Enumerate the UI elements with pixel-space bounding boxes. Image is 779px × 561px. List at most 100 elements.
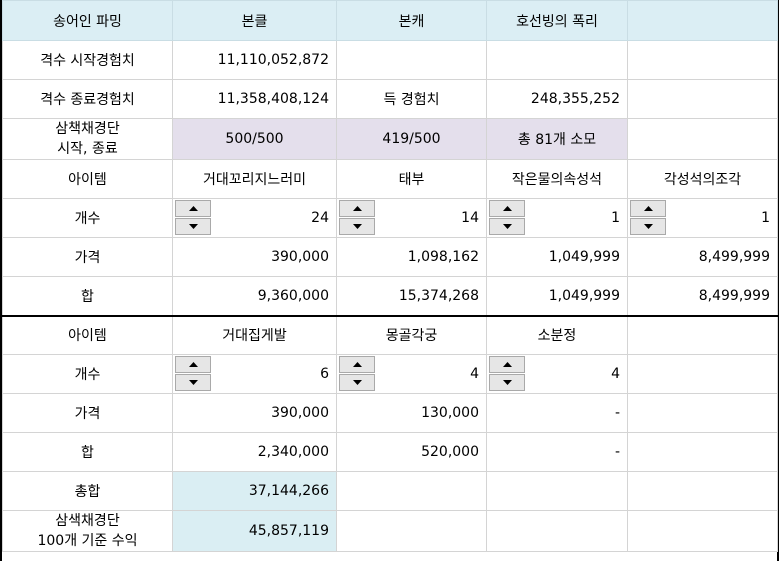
block2-item-name[interactable]: 소분정 [486,315,628,355]
count-value: 1 [611,210,620,226]
spin-down-button[interactable] [175,374,211,391]
block1-sum-row: 합 9,360,000 15,374,268 1,049,999 8,499,9… [2,276,778,317]
total-label[interactable]: 총합 [2,471,173,511]
block2-item-name[interactable]: 몽골각궁 [336,315,487,355]
count-value: 1 [761,210,770,226]
empty-cell[interactable] [336,40,487,80]
spin-up-button[interactable] [175,356,211,373]
profit-row: 삼색채경단 100개 기준 수익 45,857,119 [2,510,778,552]
spin-down-button[interactable] [489,374,525,391]
samsaek-label[interactable]: 삼책채경단 시작, 종료 [2,118,173,160]
spin-down-button[interactable] [489,218,525,235]
block2-sum-label[interactable]: 합 [2,432,173,472]
end-exp-value[interactable]: 11,358,408,124 [172,79,337,119]
spin-down-button[interactable] [175,218,211,235]
quantity-spinner [489,200,525,236]
spin-up-button[interactable] [339,200,375,217]
block1-price[interactable]: 1,049,999 [486,237,628,277]
block2-count-label[interactable]: 개수 [2,354,173,394]
spin-down-button[interactable] [339,218,375,235]
block1-sum-label[interactable]: 합 [2,276,173,317]
empty-cell[interactable] [336,471,487,511]
block1-sum[interactable]: 1,049,999 [486,276,628,317]
block1-price-row: 가격 390,000 1,098,162 1,049,999 8,499,999 [2,237,778,277]
gain-exp-label[interactable]: 득 경험치 [336,79,487,119]
block1-item-name[interactable]: 거대꼬리지느러미 [172,159,337,199]
samsaek-end[interactable]: 419/500 [336,118,487,160]
spin-up-button[interactable] [630,200,666,217]
spin-down-button[interactable] [339,374,375,391]
empty-cell[interactable] [627,354,778,394]
header-cell-profit[interactable]: 호선빙의 폭리 [486,0,628,41]
profit-label[interactable]: 삼색채경단 100개 기준 수익 [2,510,173,552]
start-exp-value[interactable]: 11,110,052,872 [172,40,337,80]
empty-cell[interactable] [486,471,628,511]
block1-item-label[interactable]: 아이템 [2,159,173,199]
block2-item-name[interactable]: 거대집게발 [172,315,337,355]
spin-up-button[interactable] [489,356,525,373]
block2-sum[interactable]: 520,000 [336,432,487,472]
block2-sum[interactable]: 2,340,000 [172,432,337,472]
block2-count-cell[interactable]: 4 [336,354,487,394]
block1-count-cell[interactable]: 14 [336,198,487,238]
block2-count-cell[interactable]: 6 [172,354,337,394]
gain-exp-value[interactable]: 248,355,252 [486,79,628,119]
block1-item-name[interactable]: 태부 [336,159,487,199]
block2-item-label[interactable]: 아이템 [2,315,173,355]
samsaek-start[interactable]: 500/500 [172,118,337,160]
block1-price[interactable]: 8,499,999 [627,237,778,277]
empty-cell[interactable] [627,79,778,119]
block1-count-cell[interactable]: 1 [486,198,628,238]
block1-count-cell[interactable]: 1 [627,198,778,238]
header-cell-title[interactable]: 송어인 파밍 [2,0,173,41]
triangle-up-icon [353,206,362,211]
header-cell-empty[interactable] [627,0,778,41]
empty-cell[interactable] [486,510,628,552]
spin-up-button[interactable] [489,200,525,217]
block1-sum[interactable]: 15,374,268 [336,276,487,317]
spin-up-button[interactable] [175,200,211,217]
block2-price[interactable]: 130,000 [336,393,487,433]
block1-item-name[interactable]: 작은물의속성석 [486,159,628,199]
block1-sum[interactable]: 9,360,000 [172,276,337,317]
empty-cell[interactable] [486,40,628,80]
block2-price-row: 가격 390,000 130,000 - [2,393,778,433]
empty-cell[interactable] [627,40,778,80]
header-cell-bonclass[interactable]: 본클 [172,0,337,41]
block2-price-label[interactable]: 가격 [2,393,173,433]
samsaek-consumed[interactable]: 총 81개 소모 [486,118,628,160]
block1-price[interactable]: 390,000 [172,237,337,277]
block1-count-label[interactable]: 개수 [2,198,173,238]
empty-cell[interactable] [627,432,778,472]
block2-sum[interactable]: - [486,432,628,472]
empty-cell[interactable] [627,315,778,355]
triangle-down-icon [503,224,512,229]
block1-price-label[interactable]: 가격 [2,237,173,277]
start-exp-label[interactable]: 격수 시작경험치 [2,40,173,80]
empty-cell[interactable] [627,118,778,160]
total-row: 총합 37,144,266 [2,471,778,511]
empty-cell[interactable] [627,393,778,433]
samsaek-label-line1: 삼책채경단 [55,121,120,137]
count-value: 4 [470,366,479,382]
empty-cell[interactable] [336,510,487,552]
triangle-up-icon [644,206,653,211]
block2-price[interactable]: - [486,393,628,433]
block1-item-name[interactable]: 각성석의조각 [627,159,778,199]
profit-value[interactable]: 45,857,119 [172,510,337,552]
triangle-down-icon [353,224,362,229]
block1-price[interactable]: 1,098,162 [336,237,487,277]
header-cell-main[interactable]: 본캐 [336,0,487,41]
empty-cell[interactable] [627,471,778,511]
block1-sum[interactable]: 8,499,999 [627,276,778,317]
triangle-down-icon [503,380,512,385]
spin-up-button[interactable] [339,356,375,373]
block1-count-cell[interactable]: 24 [172,198,337,238]
end-exp-label[interactable]: 격수 종료경험치 [2,79,173,119]
spin-down-button[interactable] [630,218,666,235]
block2-price[interactable]: 390,000 [172,393,337,433]
total-value[interactable]: 37,144,266 [172,471,337,511]
empty-cell[interactable] [627,510,778,552]
block2-count-cell[interactable]: 4 [486,354,628,394]
